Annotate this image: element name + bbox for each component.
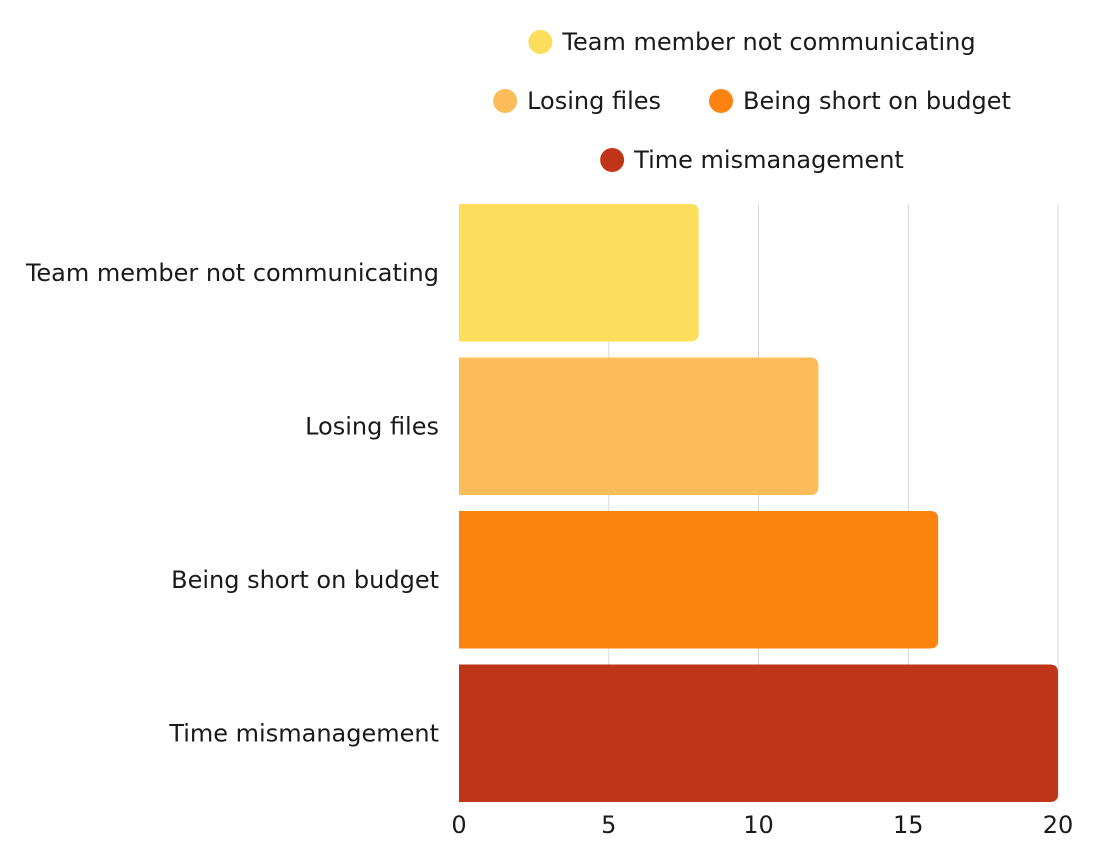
category-label: Being short on budget	[171, 566, 439, 594]
category-labels: Team member not communicating Losing file…	[25, 259, 439, 748]
legend-row: Losing files Being short on budget	[493, 87, 1011, 115]
legend-label: Team member not communicating	[561, 28, 975, 56]
legend-item: Time mismanagement	[600, 146, 904, 174]
category-label: Team member not communicating	[25, 259, 439, 287]
legend-label: Being short on budget	[743, 87, 1011, 115]
x-tick-label: 20	[1043, 811, 1074, 839]
legend-swatch	[493, 89, 518, 113]
legend-item: Losing files	[493, 87, 661, 115]
legend-item: Being short on budget	[709, 87, 1011, 115]
legend: Team member not communicating Losing file…	[493, 28, 1011, 174]
x-tick-label: 10	[743, 811, 774, 839]
x-axis-tick-labels: 0 5 10 15 20	[451, 811, 1073, 839]
legend-row: Time mismanagement	[600, 146, 904, 174]
legend-row: Team member not communicating	[528, 28, 976, 56]
x-tick-label: 5	[601, 811, 616, 839]
legend-label: Losing files	[527, 87, 661, 115]
bar	[459, 357, 819, 495]
bar	[459, 664, 1058, 802]
category-label: Losing files	[305, 412, 439, 440]
legend-item: Team member not communicating	[528, 28, 976, 56]
x-tick-label: 15	[893, 811, 924, 839]
category-label: Time mismanagement	[168, 719, 439, 747]
bars	[459, 204, 1058, 802]
bar	[459, 511, 939, 649]
legend-swatch	[528, 30, 553, 54]
x-tick-label: 0	[451, 811, 466, 839]
legend-label: Time mismanagement	[633, 146, 904, 174]
legend-swatch	[600, 148, 625, 172]
bar	[459, 204, 699, 342]
legend-swatch	[709, 89, 734, 113]
